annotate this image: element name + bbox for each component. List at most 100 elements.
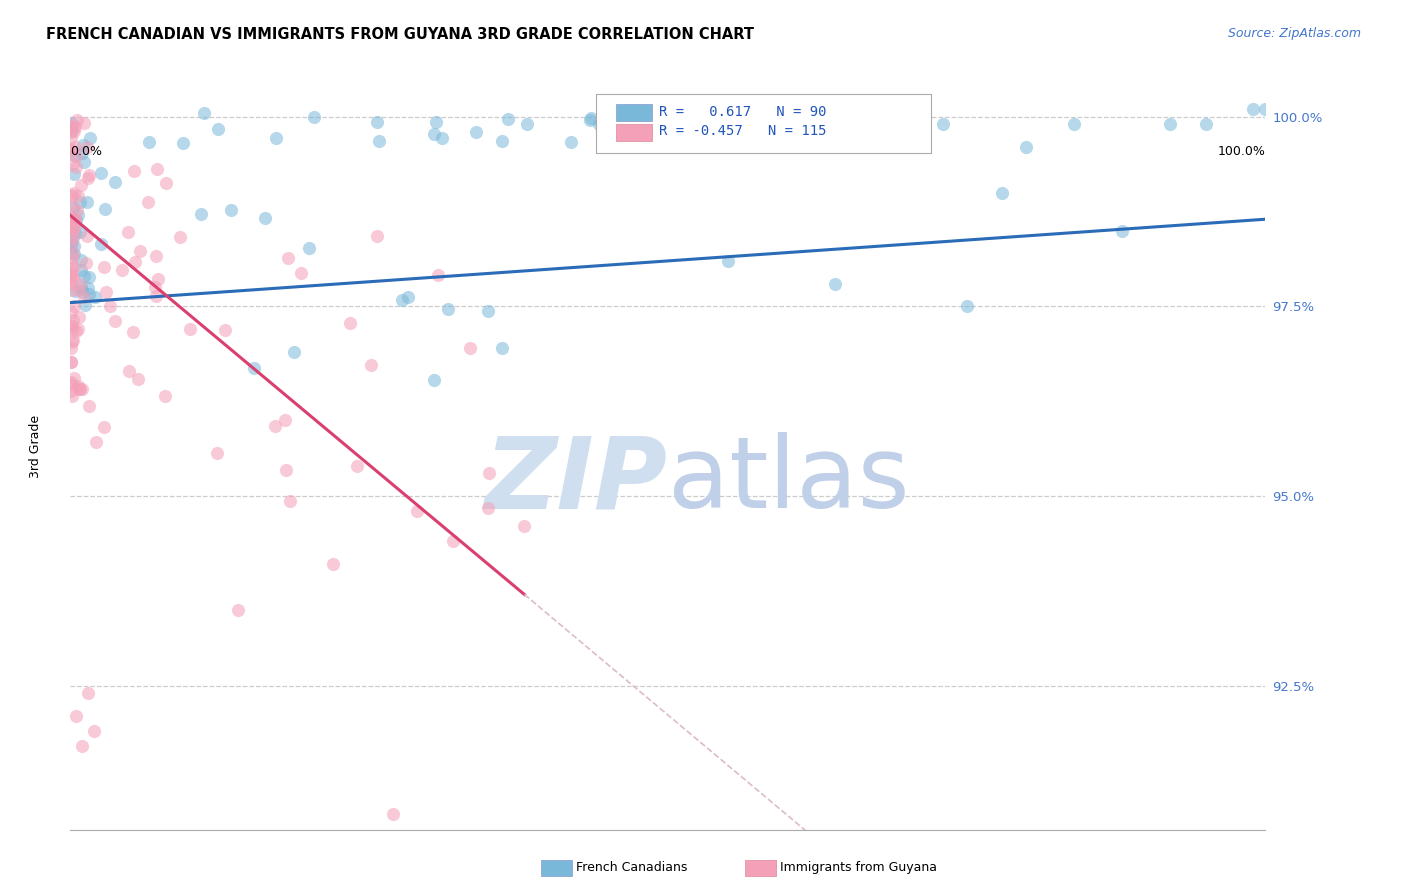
- Point: [138, 135, 160, 149]
- Point: [60, 389, 83, 403]
- Point: [62, 247, 84, 261]
- Point: [706, 138, 728, 153]
- Point: [66, 113, 89, 128]
- Point: [73, 290, 96, 304]
- Point: [63, 212, 86, 227]
- Point: [298, 241, 321, 255]
- Point: [76, 195, 98, 210]
- Point: [283, 344, 305, 359]
- Point: [62, 148, 84, 162]
- Text: French Canadians: French Canadians: [576, 862, 688, 874]
- Point: [63, 186, 86, 201]
- Point: [59, 120, 82, 134]
- Point: [1159, 118, 1181, 132]
- Point: [477, 304, 499, 318]
- Point: [65, 161, 87, 175]
- Point: [366, 228, 388, 243]
- Point: [290, 266, 312, 280]
- Text: atlas: atlas: [668, 433, 910, 529]
- Point: [322, 558, 344, 572]
- Point: [226, 603, 249, 617]
- Point: [65, 325, 87, 339]
- Point: [59, 318, 82, 332]
- Point: [60, 237, 83, 252]
- Point: [63, 120, 86, 135]
- Text: 0.0%: 0.0%: [70, 145, 103, 158]
- Point: [360, 358, 382, 372]
- Point: [60, 118, 83, 132]
- Text: ZIP: ZIP: [485, 433, 668, 529]
- Point: [117, 225, 139, 239]
- Point: [59, 384, 82, 399]
- Point: [60, 322, 83, 336]
- Point: [73, 116, 96, 130]
- Point: [60, 237, 83, 252]
- Point: [254, 211, 277, 226]
- Point: [406, 504, 429, 518]
- Point: [76, 281, 98, 295]
- Point: [60, 355, 83, 369]
- Point: [610, 127, 633, 141]
- FancyBboxPatch shape: [616, 125, 652, 141]
- Point: [60, 217, 83, 231]
- Point: [67, 322, 90, 336]
- Point: [59, 376, 82, 391]
- Point: [214, 323, 236, 337]
- Point: [73, 268, 96, 283]
- Point: [932, 118, 955, 132]
- Point: [145, 249, 167, 263]
- Point: [699, 115, 721, 129]
- Point: [516, 117, 538, 131]
- Point: [581, 111, 603, 125]
- Point: [207, 122, 229, 136]
- Point: [396, 289, 419, 303]
- Point: [70, 739, 93, 754]
- Point: [63, 167, 86, 181]
- Point: [60, 233, 83, 247]
- Point: [129, 244, 152, 258]
- Point: [146, 272, 169, 286]
- Point: [60, 260, 83, 275]
- Point: [70, 263, 93, 277]
- Point: [430, 131, 453, 145]
- Point: [60, 123, 83, 137]
- Point: [60, 354, 83, 368]
- Point: [63, 211, 86, 226]
- Point: [172, 136, 194, 150]
- Point: [90, 236, 112, 251]
- Point: [717, 254, 740, 268]
- Point: [274, 463, 297, 477]
- Point: [60, 212, 83, 227]
- Point: [72, 285, 94, 300]
- Point: [98, 299, 121, 313]
- Point: [339, 317, 361, 331]
- Point: [1015, 140, 1038, 154]
- Point: [104, 175, 127, 189]
- Point: [67, 382, 90, 396]
- Point: [69, 280, 91, 294]
- Point: [77, 270, 100, 285]
- Text: R =   0.617   N = 90: R = 0.617 N = 90: [659, 104, 827, 119]
- Point: [304, 110, 326, 124]
- Point: [62, 231, 84, 245]
- Point: [77, 399, 100, 413]
- Point: [697, 117, 720, 131]
- Point: [59, 142, 82, 156]
- Point: [69, 277, 91, 292]
- Point: [69, 382, 91, 396]
- Point: [824, 277, 846, 291]
- Point: [368, 134, 391, 148]
- Point: [110, 263, 132, 277]
- Point: [59, 188, 82, 202]
- Point: [77, 168, 100, 182]
- Point: [59, 219, 82, 233]
- Point: [60, 284, 83, 298]
- Point: [77, 686, 100, 700]
- Point: [70, 145, 93, 160]
- Point: [122, 164, 145, 178]
- Point: [67, 189, 90, 203]
- Point: [391, 293, 413, 307]
- Point: [75, 298, 97, 312]
- Point: [427, 268, 450, 282]
- Text: FRENCH CANADIAN VS IMMIGRANTS FROM GUYANA 3RD GRADE CORRELATION CHART: FRENCH CANADIAN VS IMMIGRANTS FROM GUYAN…: [46, 27, 755, 42]
